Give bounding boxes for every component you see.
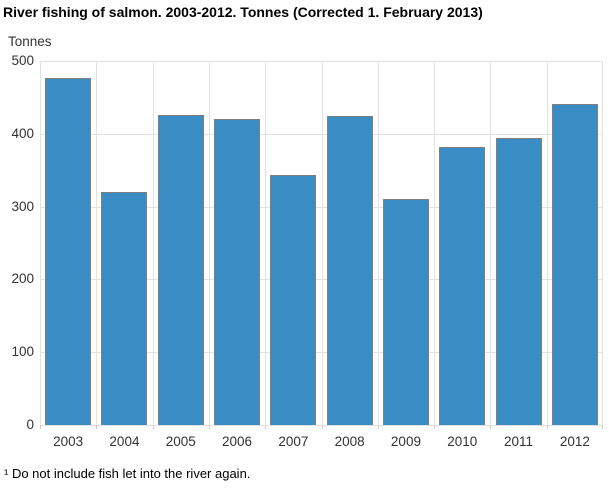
h-gridline-400 xyxy=(40,133,603,135)
x-axis-label-2004: 2004 xyxy=(109,434,140,449)
v-gridline-10 xyxy=(602,61,603,425)
x-axis-tick-7 xyxy=(434,425,435,429)
x-axis-tick-5 xyxy=(322,425,323,429)
x-axis-tick-0 xyxy=(40,425,41,429)
v-gridline-9 xyxy=(547,61,548,425)
chart-footnote: ¹ Do not include fish let into the river… xyxy=(4,466,251,481)
bar-2011[interactable] xyxy=(495,138,542,425)
bar-2003[interactable] xyxy=(45,78,92,425)
y-axis-caption: Tonnes xyxy=(8,34,52,49)
x-axis-label-2009: 2009 xyxy=(390,434,421,449)
x-axis-tick-1 xyxy=(96,425,97,429)
bar-2007[interactable] xyxy=(270,175,317,425)
x-axis-label-2012: 2012 xyxy=(559,434,590,449)
x-axis-label-2011: 2011 xyxy=(504,434,534,449)
x-axis-tick-2 xyxy=(153,425,154,429)
h-gridline-100 xyxy=(40,352,603,354)
bar-2010[interactable] xyxy=(439,146,486,425)
y-axis-label-100: 100 xyxy=(11,344,34,360)
x-axis-label-2008: 2008 xyxy=(334,434,365,449)
v-gridline-2 xyxy=(153,61,154,425)
x-axis-tick-8 xyxy=(490,425,491,429)
v-gridline-8 xyxy=(490,61,491,425)
plot-area xyxy=(40,61,603,429)
h-gridline-300 xyxy=(40,206,603,208)
v-gridline-7 xyxy=(434,61,435,425)
bar-2005[interactable] xyxy=(157,114,204,425)
x-axis-tick-4 xyxy=(265,425,266,429)
bar-2008[interactable] xyxy=(326,115,373,425)
h-gridline-200 xyxy=(40,279,603,281)
x-axis-tick-9 xyxy=(547,425,548,429)
v-gridline-1 xyxy=(96,61,97,425)
bar-2012[interactable] xyxy=(551,103,598,425)
v-gridline-4 xyxy=(265,61,266,425)
x-axis-label-2010: 2010 xyxy=(447,434,478,449)
x-axis-label-2003: 2003 xyxy=(53,434,84,449)
h-gridline-500 xyxy=(40,61,603,62)
x-axis-label-2007: 2007 xyxy=(278,434,309,449)
y-axis-label-400: 400 xyxy=(11,125,34,141)
v-gridline-5 xyxy=(322,61,323,425)
y-axis-label-0: 0 xyxy=(26,417,34,432)
y-axis-label-200: 200 xyxy=(11,271,34,287)
x-axis-label-2006: 2006 xyxy=(222,434,253,449)
h-gridline-0 xyxy=(40,425,603,426)
x-axis-tick-3 xyxy=(209,425,210,429)
y-axis-label-500: 500 xyxy=(11,53,34,68)
v-gridline-6 xyxy=(378,61,379,425)
v-gridline-0 xyxy=(40,61,41,425)
y-axis-label-300: 300 xyxy=(11,198,34,214)
bar-2004[interactable] xyxy=(101,192,148,425)
v-gridline-3 xyxy=(209,61,210,425)
x-axis-tick-10 xyxy=(602,425,603,429)
x-axis-tick-6 xyxy=(378,425,379,429)
chart-title: River fishing of salmon. 2003-2012. Tonn… xyxy=(3,4,483,20)
x-axis-label-2005: 2005 xyxy=(165,434,196,449)
bar-2009[interactable] xyxy=(382,198,429,425)
bar-2006[interactable] xyxy=(214,118,261,425)
